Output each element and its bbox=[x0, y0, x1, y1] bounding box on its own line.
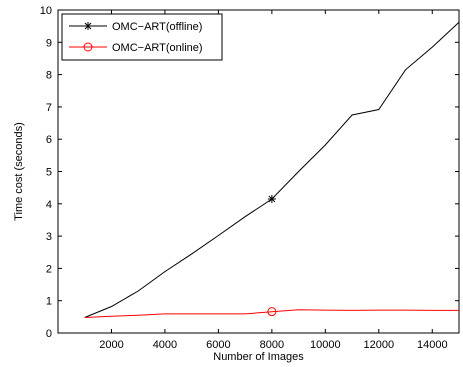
legend-marker-0 bbox=[84, 22, 92, 30]
series-line-0 bbox=[84, 21, 460, 318]
series-marker-1 bbox=[267, 307, 277, 317]
y-tick-label: 6 bbox=[46, 134, 52, 146]
series-marker-0 bbox=[267, 194, 276, 203]
x-axis-label: Number of Images bbox=[213, 351, 304, 363]
legend: OMC−ART(offline) OMC−ART(online) bbox=[61, 13, 223, 61]
y-axis-label: Time cost (seconds) bbox=[13, 122, 25, 221]
x-tick-label: 12000 bbox=[364, 339, 395, 351]
x-tick-label: 10000 bbox=[310, 339, 341, 351]
y-tick-label: 3 bbox=[46, 231, 52, 243]
y-tick-label: 0 bbox=[46, 328, 52, 340]
x-tick-label: 6000 bbox=[206, 339, 230, 351]
legend-label-0: OMC−ART(offline) bbox=[112, 21, 202, 33]
y-tick-label: 1 bbox=[46, 296, 52, 308]
plot-area: 2000 4000 6000 8000 10000 12000 14000 0 1 2 3 4 5 6 7 8… bbox=[40, 5, 460, 351]
series-line-1 bbox=[84, 309, 459, 318]
x-tick-label: 14000 bbox=[417, 339, 448, 351]
y-tick-label: 4 bbox=[46, 199, 52, 211]
x-tick-label: 2000 bbox=[99, 339, 123, 351]
y-tick-label: 10 bbox=[40, 5, 52, 17]
y-tick-label: 5 bbox=[46, 167, 52, 179]
y-tick-label: 2 bbox=[46, 263, 52, 275]
y-tick-label: 9 bbox=[46, 37, 52, 49]
legend-marker-1 bbox=[83, 42, 93, 52]
legend-box bbox=[61, 13, 223, 61]
x-tick-label: 8000 bbox=[260, 339, 284, 351]
x-tick-label: 4000 bbox=[153, 339, 177, 351]
legend-label-1: OMC−ART(online) bbox=[112, 42, 203, 54]
y-tick-label: 8 bbox=[46, 70, 52, 82]
y-tick-label: 7 bbox=[46, 102, 52, 114]
